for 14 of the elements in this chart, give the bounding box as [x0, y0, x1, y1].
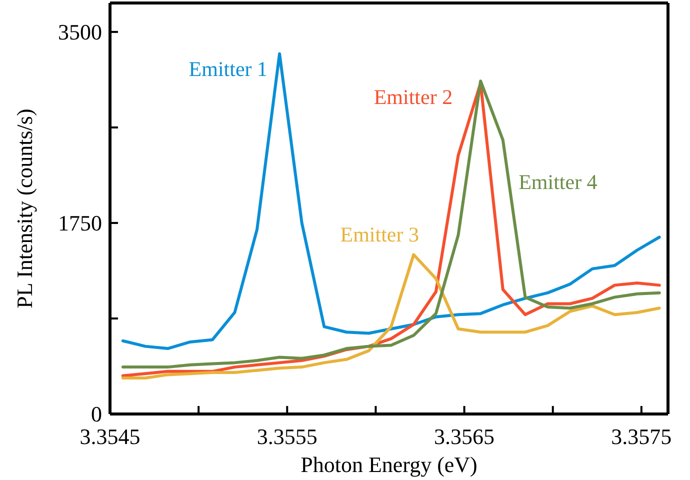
y-tick-label: 0 — [91, 402, 102, 427]
x-tick-label: 3.3575 — [611, 424, 672, 449]
x-tick-label: 3.3555 — [256, 424, 318, 449]
series-label: Emitter 4 — [518, 170, 598, 194]
x-axis-title: Photon Energy (eV) — [300, 452, 478, 477]
x-tick-label: 3.3545 — [80, 424, 140, 449]
y-tick-label: 1750 — [58, 210, 102, 236]
series-label: Emitter 3 — [340, 222, 419, 247]
y-axis-title: PL Intensity (counts/s) — [12, 108, 37, 308]
series-label: Emitter 1 — [188, 56, 268, 81]
line-series — [121, 253, 661, 380]
y-tick-label: 3500 — [58, 20, 102, 45]
x-tick-label: 3.3565 — [434, 424, 495, 449]
series-label: Emitter 2 — [374, 85, 453, 110]
